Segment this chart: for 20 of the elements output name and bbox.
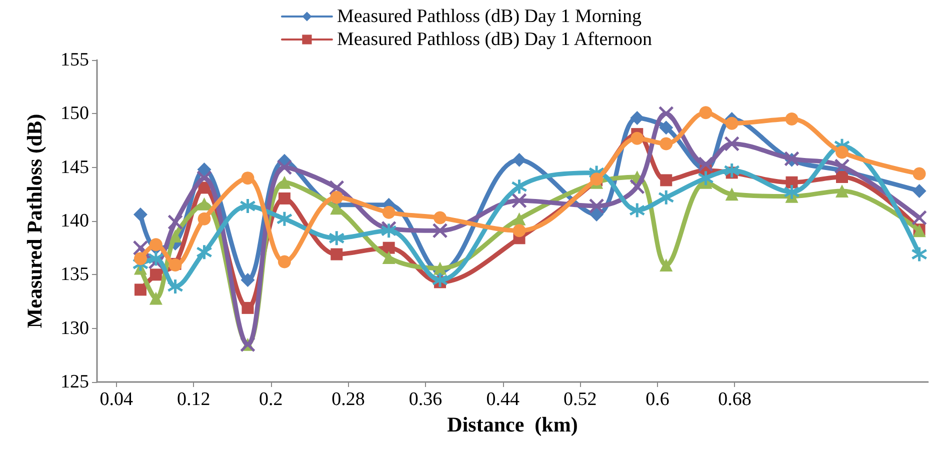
y-tick-label: 135 [60,264,89,286]
x-tick-label: 0.04 [100,389,134,410]
y-axis-title: Measured Pathloss (dB) [22,114,46,328]
legend-label: Measured Pathloss (dB) Day 1 Morning [336,6,642,27]
x-tick-label: 0.44 [486,389,520,410]
y-tick-label: 155 [60,50,89,70]
legend-label: Measured Pathloss (dB) Day 1 Afternoon [336,29,652,50]
x-tick-label: 0.6 [646,389,670,410]
y-tick-label: 145 [60,156,89,178]
x-tick-label: 0.28 [332,389,365,410]
y-tick-label: 130 [60,318,89,339]
x-tick-label: 0.68 [718,389,752,410]
x-tick-label: 0.36 [408,389,442,410]
x-tick-label: 0.52 [564,389,597,410]
y-tick-label: 140 [60,210,89,232]
y-tick-label: 150 [60,103,89,124]
x-axis-title: Distance (km) [447,412,578,436]
x-tick-label: 0.2 [259,389,283,410]
x-tick-label: 0.12 [177,389,210,410]
y-tick-label: 125 [60,372,89,392]
